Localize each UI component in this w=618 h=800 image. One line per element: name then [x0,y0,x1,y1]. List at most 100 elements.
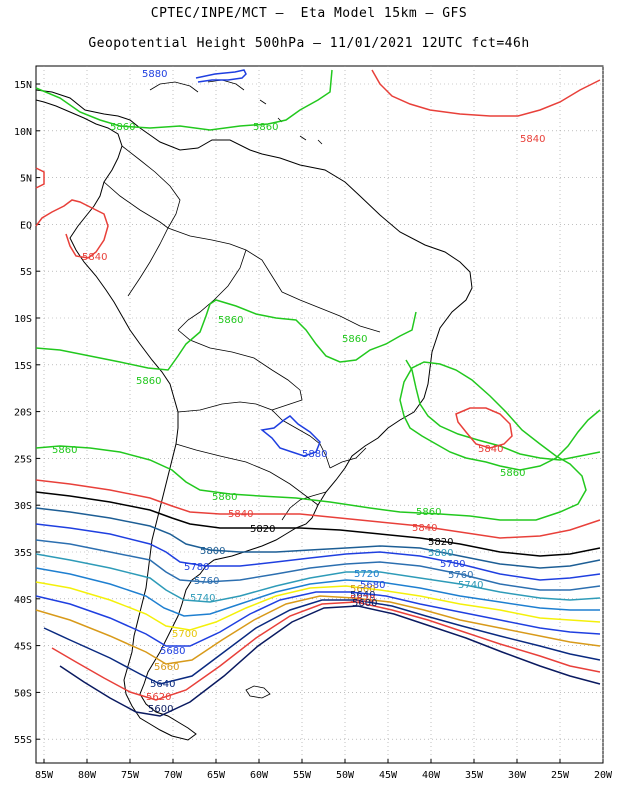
label-5840-b: 5840 [82,252,107,263]
label-5880-b: 5880 [302,449,327,460]
label-5640-b: 5640 [350,590,375,601]
contour-5800 [35,507,601,569]
contour-5880-north [195,69,247,83]
caribbean-islands [149,79,323,145]
lat-tick-label: EQ [20,220,32,231]
contour-5860-north [35,69,333,131]
label-5860-e: 5860 [136,376,161,387]
lon-tick-label: 55W [293,770,312,781]
contour-5700 [35,581,601,631]
contour-5840-northeast [371,69,601,117]
contour-5680 [35,591,601,647]
lon-tick-label: 60W [250,770,269,781]
chart-title-line2: Geopotential Height 500hPa – 11/01/2021 … [88,36,530,51]
label-5860-d: 5860 [342,334,367,345]
contour-5860-east [405,359,601,461]
label-5860-f: 5860 [52,445,77,456]
contour-5660 [35,595,601,665]
label-5840-d: 5840 [228,509,253,520]
label-5840-a: 5840 [520,134,545,145]
label-5760-b: 5760 [448,570,473,581]
label-5720-a: 5720 [354,569,379,580]
label-5780-a: 5780 [184,562,209,573]
lat-tick-label: 35S [14,548,32,559]
lon-tick-label: 50W [336,770,355,781]
label-5700-a: 5700 [172,629,197,640]
lon-tick-label: 25W [551,770,570,781]
lat-tick-label: 10N [14,127,32,138]
lat-tick-label: 25S [14,454,32,465]
lat-tick-label: 5S [20,267,32,278]
label-5840-e: 5840 [412,523,437,534]
contour-5840-west [35,167,45,189]
label-5660-a: 5660 [154,662,179,673]
contour-5840-atlantic [455,407,513,449]
label-5740-b: 5740 [458,580,483,591]
country-borders [103,145,381,521]
lat-tick-label: 10S [14,314,32,325]
lat-tick-label: 30S [14,501,32,512]
contour-5860-amazon [35,299,417,371]
lon-tick-label: 75W [121,770,140,781]
label-5880-a: 5880 [142,69,167,80]
lon-tick-label: 45W [379,770,398,781]
label-5660-b: 5660 [350,584,375,595]
contour-5760 [35,539,601,591]
contour-5840-main [35,479,601,539]
label-5780-b: 5780 [440,559,465,570]
lat-tick-label: 50S [14,688,32,699]
label-5820-a: 5820 [250,524,275,535]
label-5800-b: 5800 [428,548,453,559]
chart-title-line1: CPTEC/INPE/MCT – Eta Model 15km – GFS [150,6,468,21]
label-5620-a: 5620 [146,692,171,703]
lat-tick-label: 15N [14,80,32,91]
label-5820-b: 5820 [428,537,453,548]
lat-tick-label: 45S [14,642,32,653]
label-5680-a: 5680 [160,646,185,657]
contour-5880-paraguay [260,415,321,457]
land-outlines [35,79,473,741]
contour-lines [35,69,601,717]
graticule [36,66,604,763]
south-america-coastline [35,89,473,741]
lon-tick-label: 30W [508,770,527,781]
label-5860-g: 5860 [500,468,525,479]
lon-tick-label: 35W [465,770,484,781]
lat-tick-label: 55S [14,735,32,746]
contour-5640 [43,599,601,685]
label-5620-b: 5620 [350,594,375,605]
lat-tick-label: 15S [14,361,32,372]
contour-5720 [35,567,600,617]
label-5600-b: 5600 [352,598,377,609]
label-5680-b: 5680 [360,580,385,591]
label-5860-a: 5860 [110,122,135,133]
lat-tick-label: 20S [14,408,32,419]
contour-5740 [35,553,601,603]
contour-5840-ecuador [35,199,109,259]
label-5740-a: 5740 [190,593,215,604]
axis-ticks: 15N 10N 5N EQ 5S 10S 15S 20S 25S 30S 35S 40S 45S 50S 5… [14,80,613,781]
contour-5620 [51,601,601,701]
label-5760-a: 5760 [194,576,219,587]
label-5860-c: 5860 [218,315,243,326]
contour-5860-south [35,361,601,521]
label-5860-h: 5860 [212,492,237,503]
label-5860-i: 5860 [416,507,441,518]
lon-tick-label: 65W [207,770,226,781]
contour-5780 [35,523,601,581]
lon-tick-label: 20W [594,770,613,781]
lon-tick-label: 80W [78,770,97,781]
lat-tick-label: 40S [14,595,32,606]
lon-tick-label: 70W [164,770,183,781]
lon-tick-label: 85W [35,770,54,781]
lon-tick-label: 40W [422,770,441,781]
contour-5600 [59,605,601,717]
contour-labels: 5880 5880 5860 5860 5860 5860 5860 5860 … [52,69,545,715]
contour-5820 [35,491,601,557]
label-5860-b: 5860 [253,122,278,133]
label-5800-a: 5800 [200,546,225,557]
falkland-islands [245,685,271,699]
label-5600-a: 5600 [148,704,173,715]
label-5840-c: 5840 [478,444,503,455]
